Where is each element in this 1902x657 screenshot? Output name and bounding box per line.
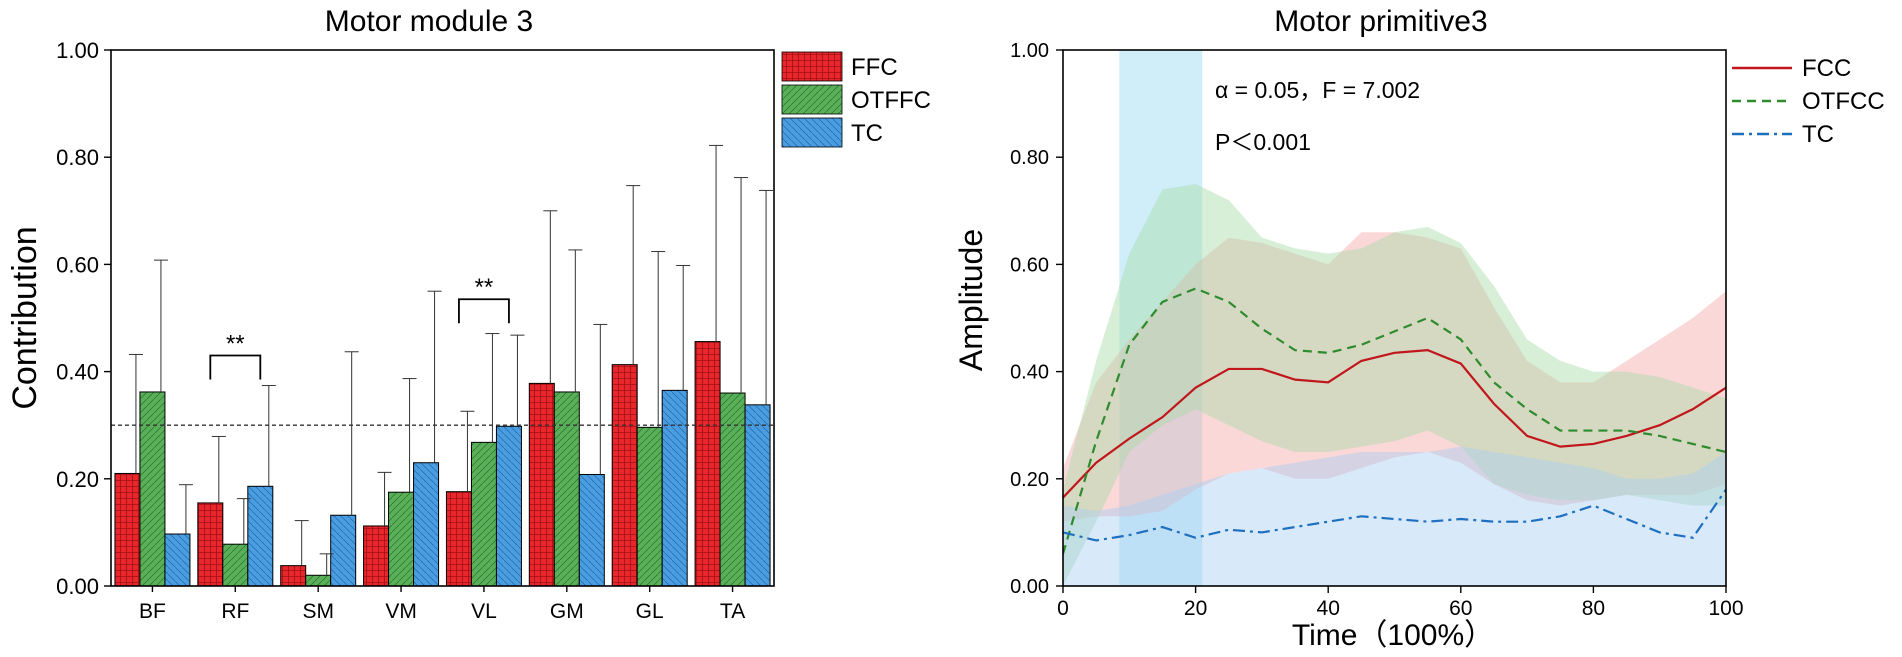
y-tick-label: 0.20: [56, 467, 99, 492]
line-chart-x-tick-labels: 0 20 40 60 80 100: [1057, 586, 1744, 620]
significance-stars: **: [226, 331, 245, 358]
bar-ffc: [280, 565, 307, 587]
x-tick-label: 60: [1449, 597, 1472, 620]
legend-label: TC: [851, 120, 883, 147]
y-tick-label: 1.00: [56, 38, 99, 63]
category-label: VM: [385, 600, 417, 623]
line-chart-sd-bands: [1063, 184, 1726, 586]
bar-chart-bars: [114, 341, 771, 587]
bar-otffc: [470, 441, 497, 587]
category-label: GL: [636, 600, 664, 623]
x-tick-label: 100: [1708, 597, 1743, 620]
x-tick-label: 40: [1317, 597, 1340, 620]
x-tick-label: 80: [1582, 597, 1605, 620]
bar-otffc: [636, 426, 663, 587]
bar-ffc: [197, 502, 224, 587]
significance-bracket: [458, 298, 510, 324]
stats-p-value: P＜0.001: [1215, 129, 1311, 155]
bar-ffc: [445, 491, 472, 587]
bar-ffc: [114, 472, 141, 587]
bar-ffc: [694, 341, 721, 587]
legend-label: FFC: [851, 54, 898, 81]
significance-bracket: [209, 354, 262, 380]
bar-otffc: [719, 392, 746, 587]
category-label: TA: [720, 600, 745, 623]
significance-stars: **: [475, 274, 494, 301]
series-line-fcc: [1063, 349, 1726, 499]
y-tick-label: 0.80: [56, 145, 99, 170]
line-chart-ylabel: Amplitude: [953, 229, 989, 371]
y-tick-label: 0.00: [1010, 576, 1049, 598]
bar-tc: [495, 425, 522, 587]
y-tick-label: 0.00: [56, 574, 99, 599]
stats-f-value: α = 0.05，F = 7.002: [1215, 77, 1420, 103]
line-chart-xlabel: Time（100%）: [1292, 619, 1494, 652]
bar-otffc: [553, 391, 580, 587]
legend-swatch-tc: [781, 117, 843, 148]
sd-band-tc: [1063, 446, 1726, 586]
bar-chart-y-tick-labels: 0.00 0.20 0.40 0.60 0.80 1.00: [56, 38, 99, 599]
bar-ffc: [528, 382, 555, 587]
legend-label: OTFFC: [851, 87, 931, 114]
y-tick-label: 1.00: [1010, 40, 1049, 62]
sd-band-fcc: [1063, 232, 1726, 522]
line-chart-frame: [1062, 49, 1727, 587]
bar-otffc: [388, 491, 415, 587]
category-label: GM: [550, 600, 584, 623]
y-tick-label: 0.60: [56, 252, 99, 277]
bar-tc: [744, 404, 771, 587]
bar-chart-error-bars: [128, 144, 774, 576]
line-chart-title: Motor primitive3: [1274, 5, 1487, 38]
legend-swatch-ffc: [781, 51, 843, 82]
bar-chart-ylabel: Contribution: [6, 226, 44, 409]
bar-tc: [578, 474, 605, 587]
bar-tc: [330, 514, 357, 587]
legend-label: TC: [1802, 121, 1834, 148]
highlight-region: [1119, 50, 1203, 586]
bar-otffc: [222, 543, 249, 587]
category-label: BF: [139, 600, 166, 623]
bar-chart-frame: [110, 49, 775, 587]
bar-ffc: [363, 525, 390, 587]
category-label: RF: [221, 600, 249, 623]
bar-otffc: [305, 574, 332, 587]
bar-tc: [247, 485, 274, 587]
line-chart-legend: FCC OTFCC TC: [1732, 55, 1885, 148]
y-tick-label: 0.40: [56, 360, 99, 385]
legend-swatch-otffc: [781, 84, 843, 115]
bar-chart-title: Motor module 3: [325, 5, 533, 38]
bar-chart-legend: FFC OTFFC TC: [781, 51, 931, 148]
line-chart-panel: Motor primitive3 Amplitude Time（100%） 0 2…: [953, 5, 1885, 652]
category-label: SM: [302, 600, 334, 623]
legend-label: FCC: [1802, 55, 1851, 82]
bar-tc: [413, 462, 440, 587]
category-label: VL: [471, 600, 497, 623]
bar-chart-category-labels: BF RF SM VM VL GM GL TA: [139, 600, 745, 623]
line-chart-series: [1063, 287, 1726, 555]
y-tick-label: 0.40: [1010, 362, 1049, 384]
sd-band-otfcc: [1063, 184, 1726, 586]
bar-otffc: [139, 391, 166, 587]
y-tick-label: 0.60: [1010, 254, 1049, 276]
x-tick-label: 0: [1057, 597, 1069, 620]
bar-chart-panel: Motor module 3 Contribution ** ** BF RF SM V…: [6, 5, 931, 623]
y-tick-label: 0.20: [1010, 469, 1049, 491]
bar-chart-axes: [104, 49, 734, 592]
bar-tc: [661, 389, 688, 587]
series-line-otfcc: [1063, 287, 1726, 555]
y-tick-label: 0.80: [1010, 147, 1049, 169]
legend-label: OTFCC: [1802, 88, 1885, 115]
significance-annotations: ** **: [209, 274, 510, 380]
x-tick-label: 20: [1184, 597, 1207, 620]
bar-tc: [164, 533, 191, 587]
bar-ffc: [611, 364, 638, 587]
line-chart-y-tick-labels: 0.00 0.20 0.40 0.60 0.80 1.00: [1010, 40, 1063, 598]
